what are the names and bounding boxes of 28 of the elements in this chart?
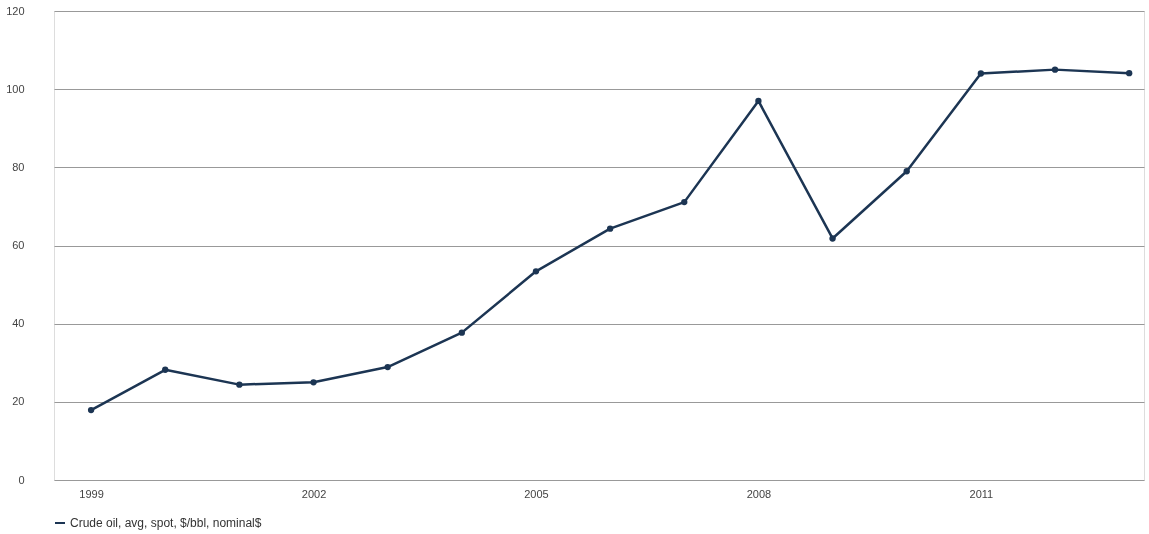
y-tick-label: 120 — [6, 4, 25, 17]
y-tick-label: 0 — [18, 473, 25, 486]
y-tick-label: 80 — [12, 160, 25, 173]
point — [977, 70, 985, 77]
point — [384, 363, 391, 371]
y-tick-label: 40 — [12, 317, 25, 330]
x-tick-label: 1999 — [79, 487, 104, 500]
point — [87, 406, 95, 414]
point — [903, 168, 910, 175]
point — [458, 329, 465, 336]
point — [1126, 69, 1133, 77]
point — [310, 379, 317, 386]
x-tick-label: 2005 — [524, 487, 549, 500]
x-tick-label: 2002 — [301, 487, 327, 500]
point — [606, 225, 614, 232]
point — [1051, 66, 1059, 73]
point — [236, 381, 243, 388]
point — [829, 235, 836, 242]
x-tick-label: 2011 — [969, 487, 994, 500]
point — [755, 97, 762, 105]
point — [162, 366, 169, 373]
point — [532, 268, 540, 275]
x-tick-label: 2008 — [746, 487, 772, 500]
legend-label: Crude oil, avg, spot, $/bbl, nominal$ — [70, 516, 262, 530]
y-tick-label: 100 — [6, 82, 25, 95]
y-tick-label: 20 — [12, 395, 25, 408]
y-tick-label: 60 — [12, 239, 25, 251]
point — [681, 198, 688, 206]
